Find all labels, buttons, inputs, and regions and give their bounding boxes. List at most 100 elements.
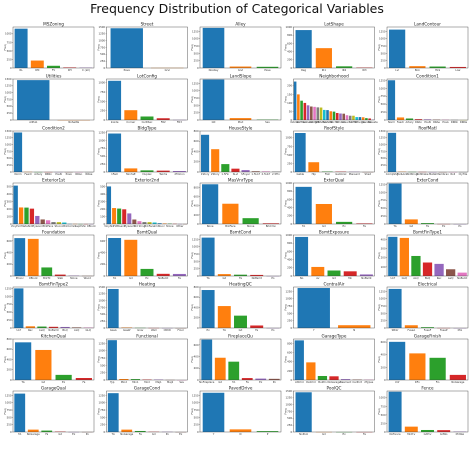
bar-nofence [388,391,402,432]
y-tick-label: 600 [194,139,199,143]
bar-artery [405,118,414,120]
x-tick-label: RRAe [433,120,440,124]
x-tick-label: Feedr [397,120,405,124]
x-tick-label: TA [223,328,226,332]
bar-brkface [45,220,51,224]
x-tick-label: PosN [424,120,430,124]
bar-ta [217,306,231,328]
x-tick-label: BrkComm [63,224,76,228]
x-tick-label: Gd [218,380,222,384]
bar-ta [108,237,122,276]
x-tick-label: Low [455,68,461,72]
y-tick-label: 250 [381,59,386,63]
panel-condition1: Condition1 Freq 0 250 500 750 1000 1250 Norm Feed… [377,74,469,124]
x-tick-label: Gtl [212,120,216,124]
bar-mn [343,271,357,276]
bar-po [268,378,280,380]
x-tick-label: Ex [343,224,347,228]
x-tick-label: Gd [129,276,133,280]
y-tick-label: 750 [381,44,386,48]
y-tick-label: 250 [381,110,386,114]
x-tick-label: GdPrv [424,432,432,436]
x-tick-label: Grvl [165,68,171,72]
y-tick-label: 250 [194,423,199,427]
x-tick-label: MnPrv [407,432,415,436]
x-tick-label: Ex [442,224,446,228]
plot-frame [12,234,95,277]
y-tick-label: 100 [100,214,105,218]
bar-fa [250,325,264,328]
bar-rm [30,60,44,68]
y-tick-label: 500 [100,312,105,316]
bar-noridge [335,112,339,120]
plot-frame [293,130,375,173]
x-tick-label: Blmngtn [354,120,365,124]
bar-gdwo [437,430,451,432]
bar-1-5fin [221,164,230,172]
bar-ex [201,290,215,328]
x-tick-label: NoBsmt [361,276,371,280]
panel-title-lotconfig: LotConfig [137,74,157,79]
y-tick-label: 600 [194,343,199,347]
x-tick-label: 1Fam [111,172,118,176]
x-tick-label: Po [271,328,274,332]
x-tick-label: Fa [363,224,366,228]
x-tick-label: Gable [296,172,304,176]
x-tick-label: Y [313,328,315,332]
bar-no [295,236,309,276]
y-tick-label: 1000 [192,37,199,41]
x-tick-label: Wood [84,276,92,280]
x-tick-label: 1.5Fin [221,172,229,176]
bar-stone [242,218,259,224]
x-tick-label: NoPool [299,432,308,436]
y-tick-label: 800 [194,129,199,133]
bar-feedr [396,117,405,120]
y-tick-label: 750 [7,149,12,153]
y-axis-label: Freq [377,200,381,206]
y-axis-label: Freq [377,408,381,414]
y-axis-label: Freq [284,252,288,258]
y-tick-label: 0 [384,430,386,434]
x-tick-label: Fin [436,380,440,384]
plot-frame [106,234,188,277]
y-tick-label: 0 [10,118,12,122]
x-tick-label: NridgHt [310,120,320,124]
y-tick-label: 750 [381,149,386,153]
x-tick-label: P [267,432,269,436]
y-tick-label: 500 [100,52,105,56]
x-tick-label: CarPort [352,380,362,384]
y-tick-label: 400 [287,258,292,262]
y-tick-label: 1250 [5,393,12,397]
y-axis-label: Freq [97,44,101,50]
x-tick-label: Mitchel [329,120,339,124]
y-tick-label: 250 [381,421,386,425]
bar-typ [107,340,117,380]
x-tick-label: Detchd [306,380,316,384]
x-tick-label: Mansard [349,172,360,176]
bar-rec [434,263,444,276]
bar-gd [234,315,247,328]
bar-ta [15,342,32,380]
x-tick-label: FuseP [440,328,448,332]
x-tick-label: ClyTile [459,172,468,176]
bar-pave [256,66,279,68]
y-tick-label: 250 [287,319,292,323]
bar-ta [107,393,119,432]
bar-hls [429,66,446,68]
bar-fa [172,273,186,276]
x-tick-label: Gd [222,276,226,280]
x-tick-label: NoBsmt [252,276,262,280]
y-tick-label: 1250 [192,237,199,241]
y-axis-label: Freq [97,408,101,414]
bar-2story [211,149,220,172]
bar-wd-shng [137,221,142,224]
bar-stonebr [348,115,352,120]
bar-gdprv [421,429,434,432]
y-tick-label: 0 [103,66,105,70]
x-tick-label: Mix [458,328,463,332]
y-tick-label: 1000 [5,143,12,147]
plot-frame [106,338,188,381]
y-tick-label: 400 [194,149,199,153]
bar-wd-sdng [29,208,35,224]
y-tick-label: 0 [10,378,12,382]
